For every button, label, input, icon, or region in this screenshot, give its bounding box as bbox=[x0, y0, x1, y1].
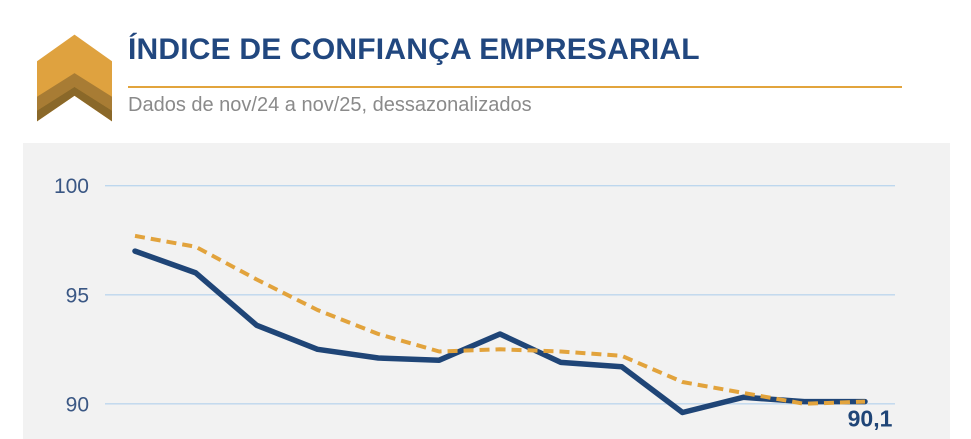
logo-mid-chevron bbox=[37, 73, 112, 111]
logo-dark-chevron bbox=[37, 86, 112, 122]
confidence-chart-svg: 100 95 90 90,1 bbox=[54, 175, 895, 432]
page-subtitle: Dados de nov/24 a nov/25, dessazonalizad… bbox=[128, 94, 532, 116]
y-tick-label-90: 90 bbox=[66, 393, 89, 416]
series-line-solid bbox=[132, 248, 868, 416]
chevron-up-logo-icon bbox=[37, 34, 112, 122]
end-value-label: 90,1 bbox=[848, 406, 893, 432]
series-line-dashed bbox=[134, 233, 866, 406]
chart-panel: 100 95 90 90,1 bbox=[23, 143, 950, 439]
y-tick-label-95: 95 bbox=[66, 284, 89, 307]
logo bbox=[37, 34, 112, 122]
y-tick-label-100: 100 bbox=[54, 175, 89, 198]
page-title: ÍNDICE DE CONFIANÇA EMPRESARIAL bbox=[128, 33, 700, 66]
gold-divider bbox=[128, 86, 902, 88]
